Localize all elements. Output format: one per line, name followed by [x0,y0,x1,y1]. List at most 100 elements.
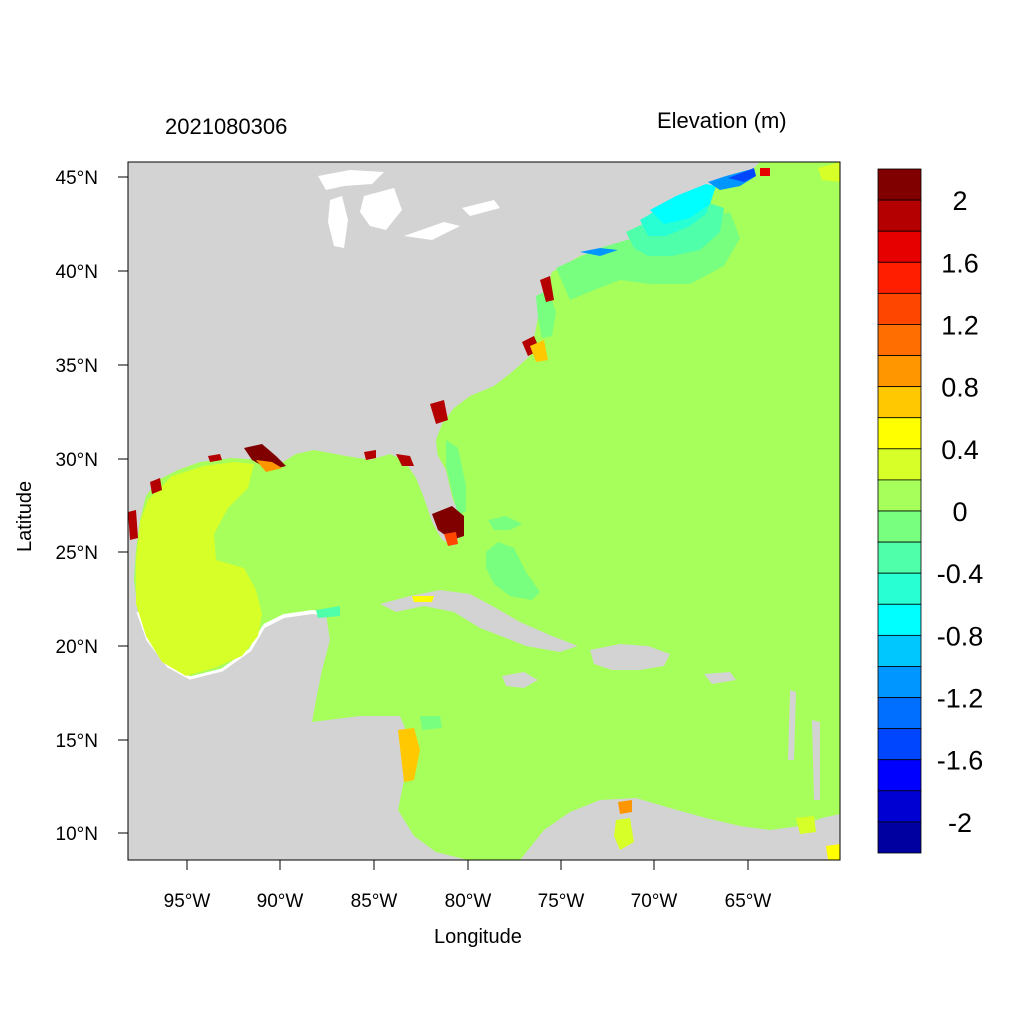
x-axis [186,860,749,870]
florida-surge-tip [444,532,458,546]
colorbar-label: 0.8 [941,373,979,403]
x-tick-label: 95°W [164,891,211,912]
colorbar-swatch [877,168,922,201]
colorbar-label: -0.8 [937,621,984,651]
colorbar-swatch [877,261,922,294]
x-tick-label: 80°W [445,891,492,912]
colorbar-swatch [877,541,922,574]
colorbar-swatch [877,199,922,232]
colorbar-label: 1.6 [941,248,979,278]
colorbar [877,168,922,854]
x-axis-label: Longitude [434,926,522,948]
maracaibo-yellow [614,818,634,850]
y-axis [118,176,128,834]
colorbar-swatch [877,572,922,605]
colorbar-swatch [877,666,922,698]
louisiana-surge [244,444,286,470]
bahamas-bank [486,542,540,600]
plot-frame [127,161,841,861]
y-tick-label: 35°N [56,356,98,377]
colorbar-label: 0.4 [941,435,979,465]
variable-label: Elevation (m) [657,108,787,133]
timestamp-label: 2021080306 [165,114,288,139]
y-tick-label: 20°N [56,637,98,658]
ne-depression-deep [728,168,756,182]
gulf-coast-red-5 [396,454,414,466]
colorbar-swatch [877,697,922,730]
y-tick-label: 25°N [56,543,98,564]
outer-banks-orange [530,340,548,362]
map-area [128,162,840,860]
colorbar-label: -1.6 [937,746,984,776]
colorbar-swatch [877,479,922,512]
gulf-coast-red-1 [208,454,222,462]
colorbar-swatch [877,292,922,325]
colorbar-swatch [877,759,922,792]
great-lake-huron [360,188,402,230]
great-lake-superior [318,170,384,190]
y-tick-label: 15°N [56,731,98,752]
bahamas-bank-north [488,516,522,530]
ne-depression-core [650,184,716,224]
gulf-coast-red-4 [364,450,376,460]
colorbar-label: -2 [948,808,972,838]
x-tick-label: 75°W [538,891,585,912]
land-hispaniola [590,644,670,670]
honduras-shelf-yellow [398,728,420,782]
se-corner-yellow-2 [826,844,840,860]
se-corner-yellow [796,816,816,834]
mexico-coast [136,611,266,680]
great-lake-erie [404,222,460,240]
y-tick-label: 45°N [56,168,98,189]
colorbar-label: 1.2 [941,310,979,340]
land-puerto-rico [704,672,736,684]
colorbar-swatch [877,417,922,450]
mid-atlantic-shelf [536,290,556,338]
chesapeake-red [540,276,554,302]
colorbar-swatch [877,603,922,636]
colorbar-label: 2 [952,186,967,216]
colorbar-label: -0.4 [937,559,984,589]
colorbar-swatch [877,510,922,543]
colorbar-swatch [877,821,922,854]
colorbar-label: -1.2 [937,684,984,714]
colorbar-swatch [877,324,922,356]
land-antilles-2 [812,720,820,800]
florida-east-shelf [446,440,466,514]
gulf-west-shelf [136,462,262,676]
maracaibo-orange [618,800,632,814]
colorbar-labels: 2 1.6 1.2 0.8 0.4 0 -0.4 -0.8 -1.2 -1.6 -2 [937,186,984,838]
louisiana-surge-orange [256,460,282,472]
colorbar-swatch [877,790,922,823]
x-tick-label: 65°W [725,891,772,912]
colorbar-swatch [877,448,922,481]
gulf-coast-red-2 [150,478,162,494]
land-cuba [380,590,578,652]
gulf-coast-red-3 [128,510,138,540]
land-antilles [788,690,796,760]
y-tick-label: 40°N [56,262,98,283]
x-tick-label: 70°W [631,891,678,912]
x-tick-label: 90°W [257,891,304,912]
land-south-america [520,798,840,860]
florida-surge [432,506,464,540]
cuba-shelf-green [316,606,340,618]
y-tick-label: 30°N [56,450,98,471]
y-tick-label: 10°N [56,824,98,845]
carolina-red [430,400,448,424]
colorbar-swatch [877,355,922,388]
honduras-shelf-green [420,716,442,730]
long-island-sound [580,248,618,256]
x-tick-label: 85°W [351,891,398,912]
colorbar-swatch [877,728,922,761]
cuba-shelf-yellow [412,596,434,602]
great-lake-michigan [328,196,348,248]
ne-corner-yellow [818,162,840,182]
colorbar-swatch [877,634,922,667]
nova-scotia-red [760,168,770,176]
great-lake-ontario [462,200,500,216]
land-central-america [128,720,440,860]
colorbar-swatch [877,386,922,419]
land-jamaica [502,672,538,688]
